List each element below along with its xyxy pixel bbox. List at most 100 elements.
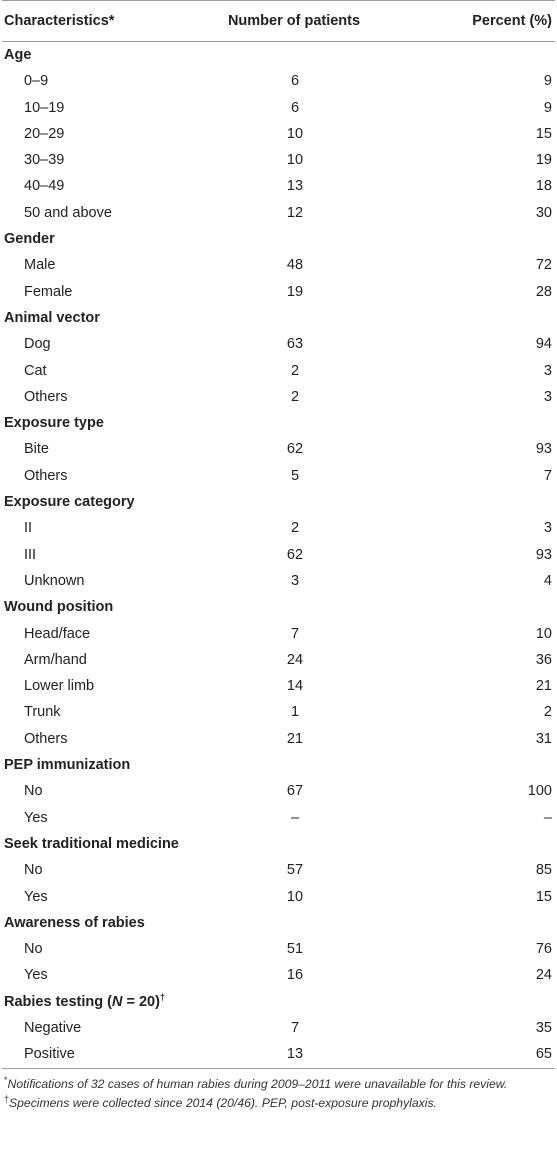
percent-cell: 65	[535, 1046, 552, 1063]
patients-cell: 2	[290, 362, 300, 379]
category-label: Age	[4, 47, 32, 63]
patients-cell: 10	[286, 125, 304, 142]
percent-cell: 76	[535, 941, 552, 958]
table-row: 10–19 6 9	[0, 95, 557, 121]
row-label: III	[24, 546, 37, 563]
table-row: Lower limb 14 21	[0, 673, 557, 699]
table-row: III 62 93	[0, 542, 557, 568]
table-row: II 2 3	[0, 515, 557, 541]
percent-cell: 15	[535, 888, 552, 905]
percent-cell: 9	[543, 99, 552, 116]
patients-cell: 63	[286, 336, 304, 353]
header-characteristics: Characteristics*	[4, 13, 115, 29]
row-label: Yes	[24, 967, 48, 984]
percent-cell: 10	[535, 625, 552, 642]
percent-cell: 7	[543, 467, 552, 484]
patients-cell: 16	[286, 967, 304, 984]
patients-cell: 19	[286, 283, 304, 300]
footnote-2-text: Specimens were collected since 2014 (20/…	[9, 1096, 437, 1111]
table-row: No 51 76	[0, 936, 557, 962]
row-label: Head/face	[24, 625, 91, 642]
patients-cell: 7	[290, 1019, 300, 1036]
percent-cell: 24	[535, 967, 552, 984]
percent-cell: 31	[535, 730, 552, 747]
row-label: Cat	[24, 362, 47, 379]
patients-cell: 14	[286, 678, 304, 695]
table-footnotes: *Notifications of 32 cases of human rabi…	[0, 1069, 557, 1112]
patients-cell: 67	[286, 783, 304, 800]
category-row: Gender	[0, 226, 557, 252]
category-label: Seek traditional medicine	[4, 835, 179, 852]
percent-cell: 4	[543, 572, 552, 589]
patients-cell: 62	[286, 546, 304, 563]
percent-cell: 18	[535, 178, 552, 195]
table-row: Others 5 7	[0, 463, 557, 489]
patients-cell: 6	[290, 99, 300, 116]
category-label: Wound position	[4, 599, 114, 616]
category-row: Exposure category	[0, 489, 557, 515]
table-row: 0–9 6 9	[0, 68, 557, 94]
patients-cell: 2	[290, 388, 300, 405]
percent-cell: 15	[535, 125, 552, 142]
table-row: Yes 10 15	[0, 884, 557, 910]
row-label: Trunk	[24, 704, 61, 721]
patients-cell: 21	[286, 730, 304, 747]
percent-cell: 9	[543, 73, 552, 90]
patients-cell: 57	[286, 862, 304, 879]
category-label: Exposure type	[4, 415, 104, 432]
top-rule	[2, 0, 555, 1]
row-label: Arm/hand	[24, 651, 87, 668]
table-body: Age 0–9 6 9 10–19 6 9 20–29 10 15 30–39 10 19 40–49 13…	[0, 42, 557, 1068]
percent-cell: 35	[535, 1019, 552, 1036]
percent-cell: –	[543, 809, 552, 826]
table-row: Others 2 3	[0, 384, 557, 410]
table-row: 30–39 10 19	[0, 147, 557, 173]
percent-cell: 3	[543, 520, 552, 537]
table-row: Negative 7 35	[0, 1015, 557, 1041]
row-label: No	[24, 941, 43, 958]
row-label: 30–39	[24, 152, 65, 169]
patients-cell: 13	[286, 178, 304, 195]
row-label: Others	[24, 467, 68, 484]
patients-cell: 6	[290, 73, 300, 90]
patients-cell: 7	[290, 625, 300, 642]
row-label: 10–19	[24, 99, 65, 116]
table-row: 50 and above 12 30	[0, 200, 557, 226]
patients-cell: 10	[286, 888, 304, 905]
row-label: No	[24, 783, 43, 800]
category-label: Gender	[4, 231, 55, 248]
percent-cell: 3	[543, 388, 552, 405]
patients-cell: 12	[286, 204, 304, 221]
row-label: II	[24, 520, 33, 537]
row-label: Bite	[24, 441, 49, 458]
percent-cell: 21	[535, 678, 552, 695]
category-label: Exposure category	[4, 494, 135, 511]
footnote-2: †Specimens were collected since 2014 (20…	[4, 1095, 553, 1112]
row-label: Others	[24, 388, 68, 405]
percent-cell: 100	[527, 783, 552, 800]
row-label: Unknown	[24, 572, 85, 589]
patients-cell: 24	[286, 651, 304, 668]
header-percent: Percent (%)	[472, 13, 552, 29]
table-row: No 67 100	[0, 778, 557, 804]
percent-cell: 19	[535, 152, 552, 169]
row-label: No	[24, 862, 43, 879]
row-label: Male	[24, 257, 56, 274]
category-row: Rabies testing (N = 20)†	[0, 989, 557, 1015]
category-label: Awareness of rabies	[4, 914, 145, 931]
table-row: Yes 16 24	[0, 962, 557, 988]
row-label: Yes	[24, 888, 48, 905]
footnote-1-mark: *	[4, 1074, 8, 1085]
percent-cell: 28	[535, 283, 552, 300]
percent-cell: 93	[535, 546, 552, 563]
row-label: Others	[24, 730, 68, 747]
percent-cell: 85	[535, 862, 552, 879]
footnote-1: *Notifications of 32 cases of human rabi…	[4, 1074, 553, 1093]
table-row: Head/face 7 10	[0, 621, 557, 647]
patient-characteristics-table: Characteristics* Number of patients Perc…	[0, 0, 557, 1112]
table-row: No 57 85	[0, 857, 557, 883]
table-header-row: Characteristics* Number of patients Perc…	[0, 1, 557, 41]
row-label: 50 and above	[24, 204, 112, 221]
table-row: Unknown 3 4	[0, 568, 557, 594]
table-row: Cat 2 3	[0, 358, 557, 384]
